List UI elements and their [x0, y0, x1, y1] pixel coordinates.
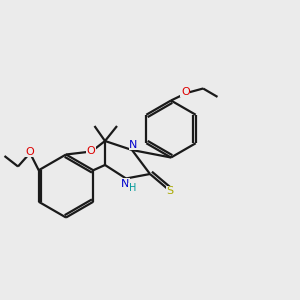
Text: O: O	[181, 87, 190, 97]
Text: H: H	[129, 183, 136, 194]
Text: N: N	[121, 179, 130, 189]
Text: N: N	[129, 140, 138, 150]
Text: O: O	[26, 147, 34, 157]
Text: S: S	[167, 186, 174, 196]
Text: O: O	[86, 146, 95, 156]
